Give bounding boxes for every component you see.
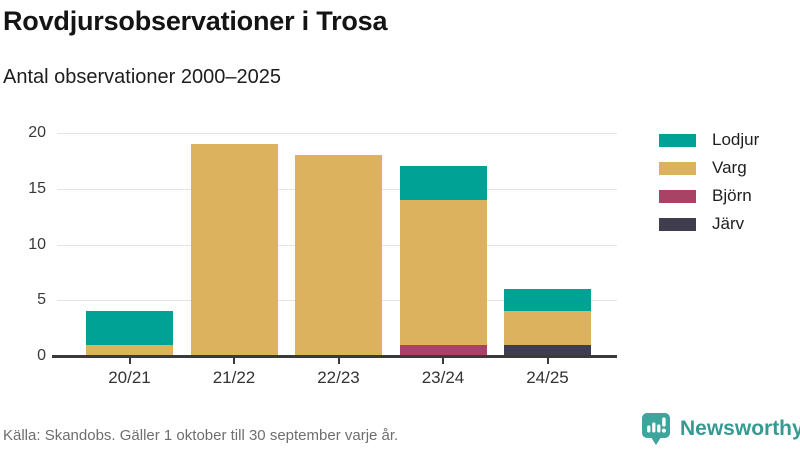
y-tick-label: 15: [28, 179, 46, 197]
y-tick-label: 10: [28, 235, 46, 253]
legend-item-Björn: Björn: [659, 186, 759, 205]
x-tick: [128, 358, 131, 364]
legend-item-Varg: Varg: [659, 158, 759, 177]
page-title: Rovdjursobservationer i Trosa: [3, 6, 388, 36]
y-tick-label: 20: [28, 124, 46, 141]
x-tick-label: 20/21: [108, 368, 151, 387]
x-tick: [442, 358, 444, 364]
legend-item-Järv: Järv: [659, 214, 759, 233]
bar-segment-Lodjur: [86, 311, 173, 345]
gridline-20: [57, 133, 617, 134]
x-tick-label: 24/25: [526, 368, 569, 387]
bar-segment-Varg: [190, 144, 278, 356]
chart-subtitle: Antal observationer 2000–2025: [3, 66, 281, 88]
brand-logo: Newsworthy: [639, 412, 800, 446]
legend-label: Björn: [712, 186, 752, 205]
x-tick-label: 21/22: [212, 368, 256, 387]
bar-segment-Varg: [86, 344, 173, 356]
legend-swatch-icon: [659, 217, 696, 231]
bar-23/24: [399, 166, 487, 356]
legend-swatch-icon: [659, 189, 696, 203]
x-tick-label: 22/23: [317, 368, 360, 387]
bar-segment-Lodjur: [504, 289, 591, 312]
legend-item-Lodjur: Lodjur: [659, 130, 760, 149]
y-tick-label: 5: [37, 291, 46, 309]
brand-name: Newsworthy: [680, 417, 800, 440]
legend-swatch-icon: [659, 133, 696, 147]
bar-segment-Varg: [399, 199, 487, 345]
bar-segment-Björn: [399, 344, 487, 356]
legend-label: Järv: [712, 214, 745, 233]
y-tick-label: 0: [37, 347, 46, 364]
x-tick: [546, 358, 549, 364]
bar-22/23: [295, 155, 382, 356]
legend-swatch-icon: [659, 161, 696, 175]
bar-segment-Varg: [295, 155, 382, 356]
x-axis-line: [52, 355, 617, 358]
plot-area: [52, 133, 617, 358]
source-note: Källa: Skandobs. Gäller 1 oktober till 3…: [3, 427, 399, 444]
bar-segment-Järv: [504, 344, 591, 356]
bar-24/25: [504, 289, 591, 356]
chart-legend: Lodjur Varg Björn Järv: [659, 130, 760, 243]
legend-label: Lodjur: [712, 130, 760, 149]
legend-label: Varg: [712, 158, 747, 177]
bar-segment-Varg: [504, 311, 591, 345]
x-tick: [337, 358, 340, 364]
newsworthy-icon: [642, 413, 670, 445]
x-tick-label: 23/24: [421, 368, 465, 387]
bar-21/22: [190, 144, 278, 356]
bar-segment-Lodjur: [399, 166, 487, 200]
x-tick: [233, 358, 235, 364]
bar-20/21: [86, 311, 173, 356]
